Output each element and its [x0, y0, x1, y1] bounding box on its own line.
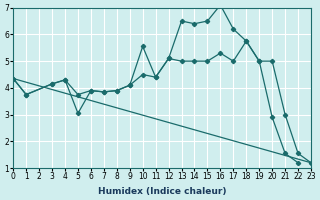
X-axis label: Humidex (Indice chaleur): Humidex (Indice chaleur)	[98, 187, 226, 196]
